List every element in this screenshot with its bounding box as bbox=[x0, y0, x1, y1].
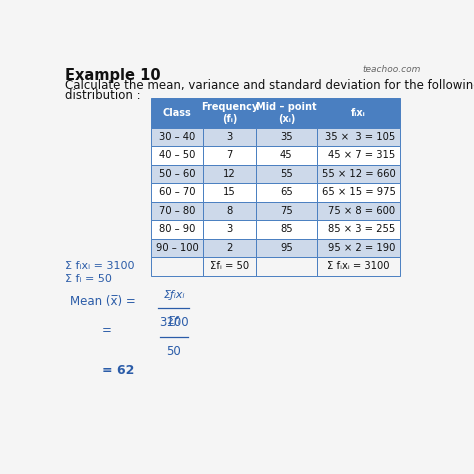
Text: Σ fᵢ = 50: Σ fᵢ = 50 bbox=[65, 273, 112, 283]
Text: 95: 95 bbox=[280, 243, 293, 253]
Text: Mid – point
(xᵢ): Mid – point (xᵢ) bbox=[256, 102, 317, 124]
Text: Frequency
(fᵢ): Frequency (fᵢ) bbox=[201, 102, 258, 124]
Text: 45: 45 bbox=[280, 150, 292, 160]
Bar bbox=[151, 146, 203, 164]
Bar bbox=[317, 183, 400, 201]
Text: 3: 3 bbox=[227, 224, 233, 234]
Text: 45 × 7 = 315: 45 × 7 = 315 bbox=[328, 150, 396, 160]
Bar bbox=[317, 257, 400, 275]
Text: 60 – 70: 60 – 70 bbox=[159, 187, 195, 197]
Text: 7: 7 bbox=[227, 150, 233, 160]
Text: 50 – 60: 50 – 60 bbox=[159, 169, 195, 179]
Text: 75 × 8 = 600: 75 × 8 = 600 bbox=[328, 206, 396, 216]
Bar bbox=[256, 146, 317, 164]
Text: Σƒᵢxᵢ: Σƒᵢxᵢ bbox=[163, 290, 185, 300]
Text: Σ fᵢxᵢ = 3100: Σ fᵢxᵢ = 3100 bbox=[65, 261, 135, 271]
Text: 2: 2 bbox=[227, 243, 233, 253]
Text: Example 10: Example 10 bbox=[65, 68, 161, 82]
Text: 90 – 100: 90 – 100 bbox=[155, 243, 199, 253]
Text: Σƒᵢ: Σƒᵢ bbox=[167, 316, 181, 326]
Bar bbox=[203, 238, 256, 257]
Bar bbox=[256, 201, 317, 220]
Text: distribution :: distribution : bbox=[65, 89, 141, 102]
Bar bbox=[203, 164, 256, 183]
Text: 75: 75 bbox=[280, 206, 293, 216]
Text: 55: 55 bbox=[280, 169, 293, 179]
Text: Class: Class bbox=[163, 108, 191, 118]
Text: =: = bbox=[102, 324, 112, 337]
Bar bbox=[317, 99, 400, 128]
Bar bbox=[203, 183, 256, 201]
Bar bbox=[203, 99, 256, 128]
Bar bbox=[203, 257, 256, 275]
Bar bbox=[151, 99, 203, 128]
Bar bbox=[151, 183, 203, 201]
Text: 55 × 12 = 660: 55 × 12 = 660 bbox=[322, 169, 396, 179]
Bar bbox=[151, 164, 203, 183]
Bar bbox=[151, 201, 203, 220]
Bar bbox=[317, 146, 400, 164]
Text: Mean (x̅) =: Mean (x̅) = bbox=[70, 295, 136, 308]
Text: 85: 85 bbox=[280, 224, 292, 234]
Text: 3100: 3100 bbox=[159, 317, 189, 329]
Bar bbox=[151, 128, 203, 146]
Text: 3: 3 bbox=[227, 132, 233, 142]
Text: 50: 50 bbox=[166, 345, 182, 358]
Bar bbox=[256, 99, 317, 128]
Text: 12: 12 bbox=[223, 169, 236, 179]
Text: = 62: = 62 bbox=[102, 364, 134, 377]
Text: 15: 15 bbox=[223, 187, 236, 197]
Bar bbox=[256, 220, 317, 238]
Bar bbox=[256, 257, 317, 275]
Text: Calculate the mean, variance and standard deviation for the following: Calculate the mean, variance and standar… bbox=[65, 79, 474, 92]
Bar bbox=[203, 146, 256, 164]
Text: 40 – 50: 40 – 50 bbox=[159, 150, 195, 160]
Text: 30 – 40: 30 – 40 bbox=[159, 132, 195, 142]
Bar bbox=[151, 220, 203, 238]
Bar bbox=[256, 183, 317, 201]
Text: 95 × 2 = 190: 95 × 2 = 190 bbox=[328, 243, 396, 253]
Text: 65 × 15 = 975: 65 × 15 = 975 bbox=[322, 187, 396, 197]
Text: 70 – 80: 70 – 80 bbox=[159, 206, 195, 216]
Text: 65: 65 bbox=[280, 187, 293, 197]
Bar bbox=[203, 201, 256, 220]
Bar bbox=[203, 220, 256, 238]
Text: fᵢxᵢ: fᵢxᵢ bbox=[351, 108, 366, 118]
Bar bbox=[256, 128, 317, 146]
Bar bbox=[317, 128, 400, 146]
Text: 35 ×  3 = 105: 35 × 3 = 105 bbox=[325, 132, 396, 142]
Bar bbox=[203, 128, 256, 146]
Bar bbox=[317, 238, 400, 257]
Bar bbox=[151, 238, 203, 257]
Text: Σfᵢ = 50: Σfᵢ = 50 bbox=[210, 261, 249, 271]
Text: 85 × 3 = 255: 85 × 3 = 255 bbox=[328, 224, 396, 234]
Bar bbox=[317, 220, 400, 238]
Text: Σ fᵢxᵢ = 3100: Σ fᵢxᵢ = 3100 bbox=[327, 261, 390, 271]
Text: teachoo.com: teachoo.com bbox=[362, 64, 420, 73]
Bar bbox=[317, 201, 400, 220]
Bar bbox=[256, 238, 317, 257]
Bar bbox=[151, 257, 203, 275]
Text: 8: 8 bbox=[227, 206, 233, 216]
Text: 35: 35 bbox=[280, 132, 292, 142]
Bar bbox=[256, 164, 317, 183]
Text: 80 – 90: 80 – 90 bbox=[159, 224, 195, 234]
Bar bbox=[317, 164, 400, 183]
